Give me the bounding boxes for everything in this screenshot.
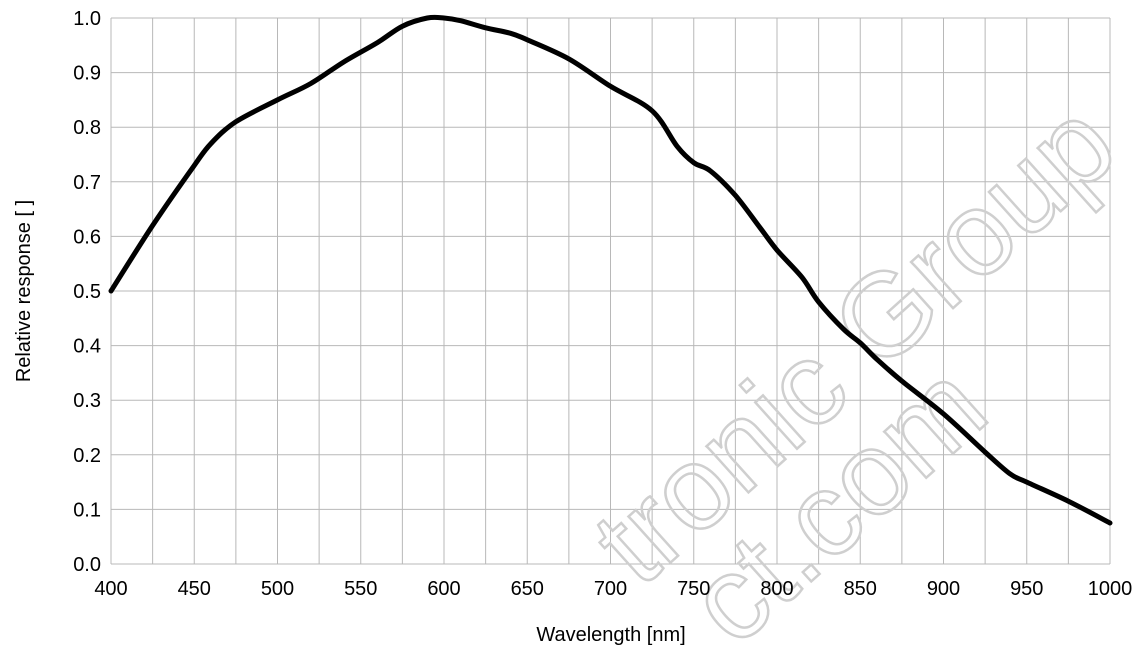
x-tick-label: 700 <box>594 578 627 600</box>
x-tick-label: 600 <box>427 578 460 600</box>
y-axis-title: Relative response [ ] <box>13 200 35 382</box>
y-tick-label: 0.1 <box>73 499 101 521</box>
y-tick-label: 0.5 <box>73 281 101 303</box>
response-curve <box>108 14 1113 526</box>
y-tick-label: 0.3 <box>73 390 101 412</box>
y-tick-label: 0.0 <box>73 554 101 576</box>
x-tick-label: 1000 <box>1088 578 1133 600</box>
x-tick-label: 900 <box>927 578 960 600</box>
x-tick-label: 750 <box>677 578 710 600</box>
x-tick-label: 500 <box>261 578 294 600</box>
x-tick-label: 800 <box>760 578 793 600</box>
x-tick-labels: 400 450 500 550 600 650 700 750 800 850 900 950 1000 <box>94 578 1132 600</box>
x-tick-label: 950 <box>1010 578 1043 600</box>
grid <box>110 17 1111 565</box>
x-tick-label: 550 <box>344 578 377 600</box>
x-tick-label: 400 <box>94 578 127 600</box>
y-tick-label: 0.8 <box>73 117 101 139</box>
x-tick-label: 450 <box>178 578 211 600</box>
x-tick-label: 850 <box>844 578 877 600</box>
y-tick-labels: 0.0 0.1 0.2 0.3 0.4 0.5 0.6 0.7 0.8 0.9 1.0 <box>73 8 101 576</box>
x-axis-title: Wavelength [nm] <box>536 624 685 646</box>
y-tick-label: 0.6 <box>73 226 101 248</box>
y-tick-label: 0.7 <box>73 172 101 194</box>
y-tick-label: 0.2 <box>73 445 101 467</box>
y-tick-label: 0.9 <box>73 63 101 85</box>
y-tick-label: 0.4 <box>73 336 101 358</box>
watermark: tronic Group ct.com <box>568 76 1141 647</box>
y-tick-label: 1.0 <box>73 8 101 30</box>
x-tick-label: 650 <box>511 578 544 600</box>
